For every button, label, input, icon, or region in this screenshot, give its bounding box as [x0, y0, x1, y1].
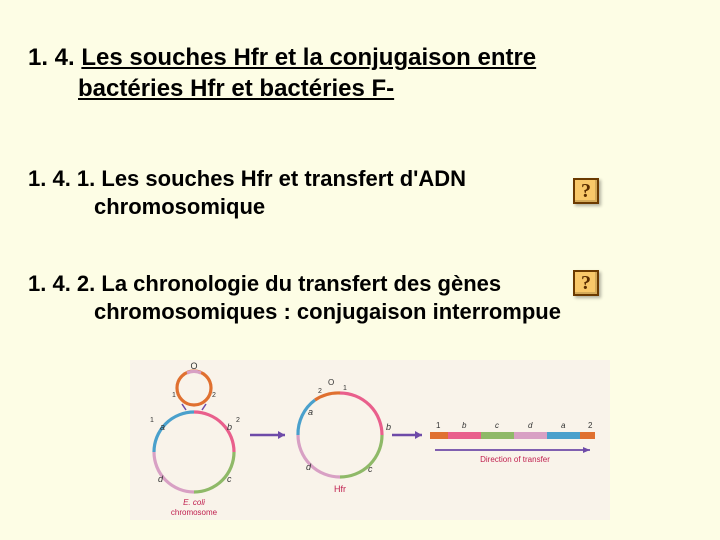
hfr-label-b: b [386, 422, 391, 432]
plasmid-arc-top [187, 371, 201, 373]
bar-a: a [561, 421, 566, 430]
section2-line2: chromosomiques : conjugaison interrompue [28, 298, 561, 326]
hfr-label-n1: 1 [343, 385, 347, 392]
section1-line2: chromosomique [28, 193, 466, 221]
label-b: b [227, 422, 232, 432]
bar-2: 2 [588, 421, 593, 430]
hfr-label-c: c [368, 464, 373, 474]
heading-line1: Les souches Hfr et la conjugaison entre [81, 44, 536, 71]
heading-line2: bactéries Hfr et bactéries F- [28, 73, 394, 104]
seg-f2 [580, 432, 595, 439]
label-n2: 2 [236, 417, 240, 424]
seg-f1 [430, 432, 448, 439]
bar-c: c [495, 421, 499, 430]
section2-line1: 1. 4. 2. La chronologie du transfert des… [28, 271, 501, 296]
hfr-label-n2: 2 [318, 388, 322, 395]
caption-chrom: chromosome [171, 508, 218, 517]
seg-b [448, 432, 481, 439]
seg-d [514, 432, 547, 439]
label-n1: 1 [150, 417, 154, 424]
seg-c [481, 432, 514, 439]
help-icon[interactable]: ? [573, 178, 599, 204]
hfr-caption: Hfr [334, 484, 346, 494]
help-icon[interactable]: ? [573, 270, 599, 296]
hfr-label-O: O [328, 378, 334, 387]
section-1-4-2: 1. 4. 2. La chronologie du transfert des… [28, 270, 561, 325]
bar-b: b [462, 421, 467, 430]
section-1-4-1: 1. 4. 1. Les souches Hfr et transfert d'… [28, 165, 466, 220]
hfr-label-a: a [308, 407, 313, 417]
heading-prefix: 1. 4. [28, 44, 81, 71]
label-2: 2 [212, 392, 216, 399]
bar-d: d [528, 421, 533, 430]
main-heading: 1. 4. Les souches Hfr et la conjugaison … [28, 42, 536, 104]
section1-line1: 1. 4. 1. Les souches Hfr et transfert d'… [28, 166, 466, 191]
hfr-diagram: O 1 2 a b c d 1 2 E. coli chromosome a b… [130, 360, 610, 520]
bar-1: 1 [436, 421, 441, 430]
seg-a [547, 432, 580, 439]
label-O: O [190, 361, 197, 371]
diagram-bg [130, 360, 610, 520]
caption-ecoli: E. coli [183, 498, 205, 507]
dir-label: Direction of transfer [480, 455, 550, 464]
label-1: 1 [172, 392, 176, 399]
label-c: c [227, 474, 232, 484]
label-a: a [160, 422, 165, 432]
